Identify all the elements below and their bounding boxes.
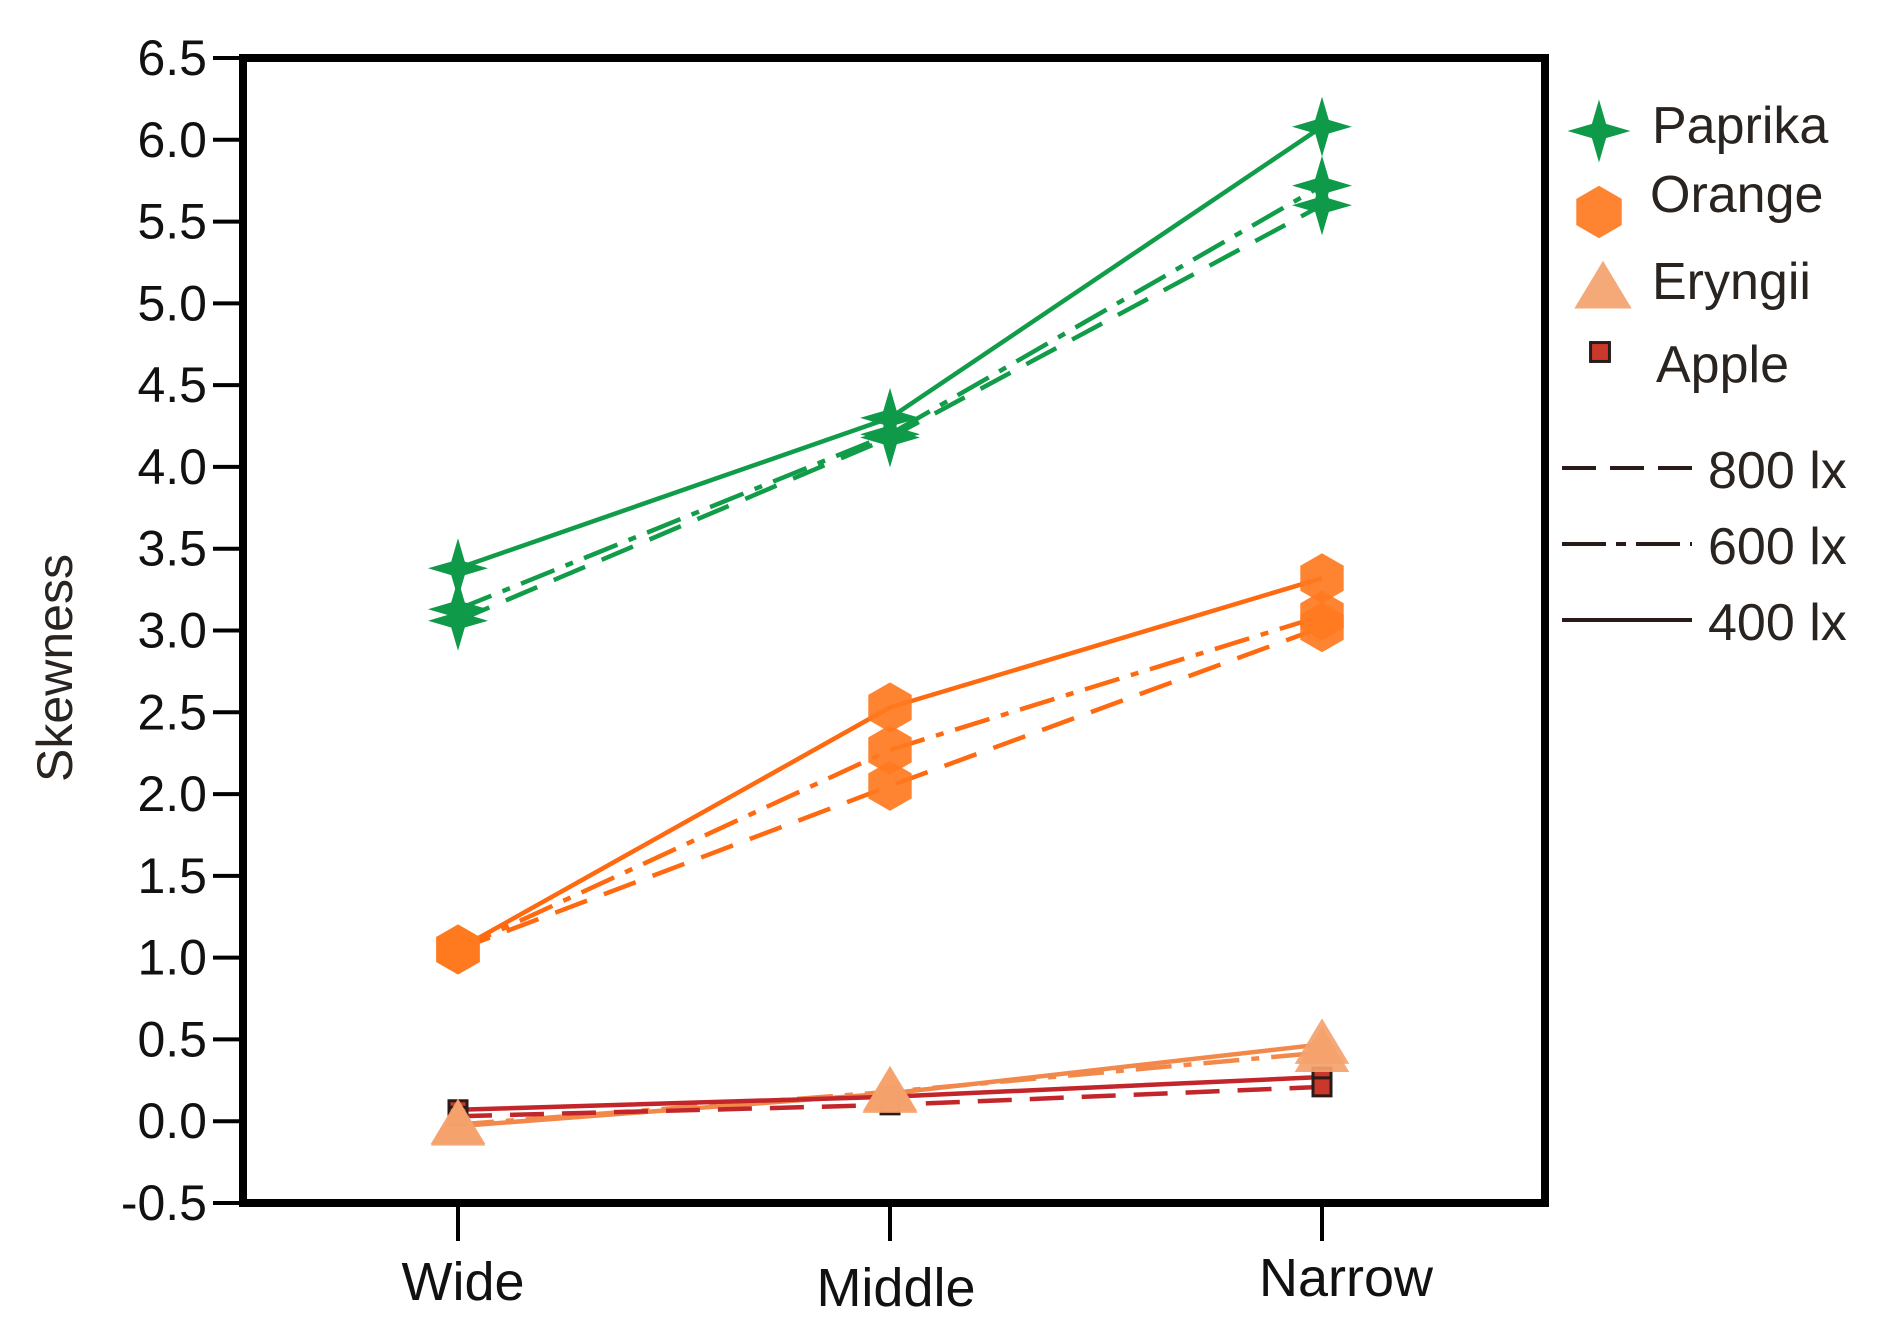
y-tick-label: 1.0 <box>137 930 207 986</box>
y-tick-label: 6.5 <box>137 30 207 86</box>
orange-marker <box>868 682 912 733</box>
eryngii-marker <box>430 1098 486 1144</box>
y-axis-ticks: 6.5 6.0 5.5 5.0 4.5 4.0 3.5 3.0 2.5 2.0 1.5 1.0 0.5 0… <box>121 30 243 1231</box>
y-tick-label: 4.0 <box>137 439 207 495</box>
x-tick-label: Middle <box>816 1258 975 1318</box>
series-markers <box>428 96 1352 1146</box>
y-tick-label: 2.5 <box>137 684 207 740</box>
legend-label-800-lx: 800 lx <box>1708 442 1847 500</box>
legend-label-apple: Apple <box>1656 336 1789 394</box>
legend: Paprika Orange Eryngii Apple 800 lx 600 lx 400… <box>1562 97 1847 652</box>
y-tick-label: 0.5 <box>137 1011 207 1067</box>
legend-label-eryngii: Eryngii <box>1652 253 1811 311</box>
apple-marker <box>1589 341 1611 363</box>
orange-marker <box>868 724 912 775</box>
y-tick-label: -0.5 <box>121 1175 207 1231</box>
legend-label-600-lx: 600 lx <box>1708 518 1847 576</box>
eryngii-marker <box>1574 260 1632 309</box>
y-tick-label: 5.0 <box>137 275 207 331</box>
y-axis-label: Skewness <box>27 554 83 782</box>
orange-marker <box>1300 553 1344 604</box>
series-line <box>457 613 1323 952</box>
y-tick-label: 4.5 <box>137 357 207 413</box>
x-tick-label: Wide <box>401 1252 524 1312</box>
y-tick-label: 6.0 <box>137 112 207 168</box>
legend-label-paprika: Paprika <box>1652 97 1828 155</box>
paprika-marker <box>428 538 488 599</box>
y-tick-label: 2.0 <box>137 766 207 822</box>
x-tick-label: Narrow <box>1259 1248 1434 1308</box>
x-axis-ticks: Wide Middle Narrow <box>401 1203 1434 1318</box>
paprika-marker <box>428 590 488 651</box>
series-lines <box>456 124 1324 1129</box>
paprika-marker <box>1567 99 1631 163</box>
series-line <box>457 183 1324 612</box>
apple-marker <box>1311 1076 1333 1098</box>
y-tick-label: 5.5 <box>137 194 207 250</box>
legend-label-400-lx: 400 lx <box>1708 594 1847 652</box>
orange-marker <box>436 924 480 975</box>
eryngii-marker <box>1294 1026 1350 1073</box>
y-tick-label: 3.5 <box>137 521 207 577</box>
orange-marker <box>868 760 912 811</box>
y-tick-label: 1.5 <box>137 848 207 904</box>
plot-frame <box>239 54 1549 1207</box>
orange-marker <box>1300 602 1344 653</box>
y-tick-label: 3.0 <box>137 603 207 659</box>
y-tick-label: 0.0 <box>137 1093 207 1149</box>
orange-marker <box>1576 185 1622 239</box>
series-line <box>457 124 1324 571</box>
paprika-marker <box>860 407 920 468</box>
eryngii-marker <box>862 1065 918 1112</box>
paprika-marker <box>1292 175 1352 236</box>
paprika-marker <box>1292 96 1352 157</box>
legend-label-orange: Orange <box>1650 166 1823 224</box>
